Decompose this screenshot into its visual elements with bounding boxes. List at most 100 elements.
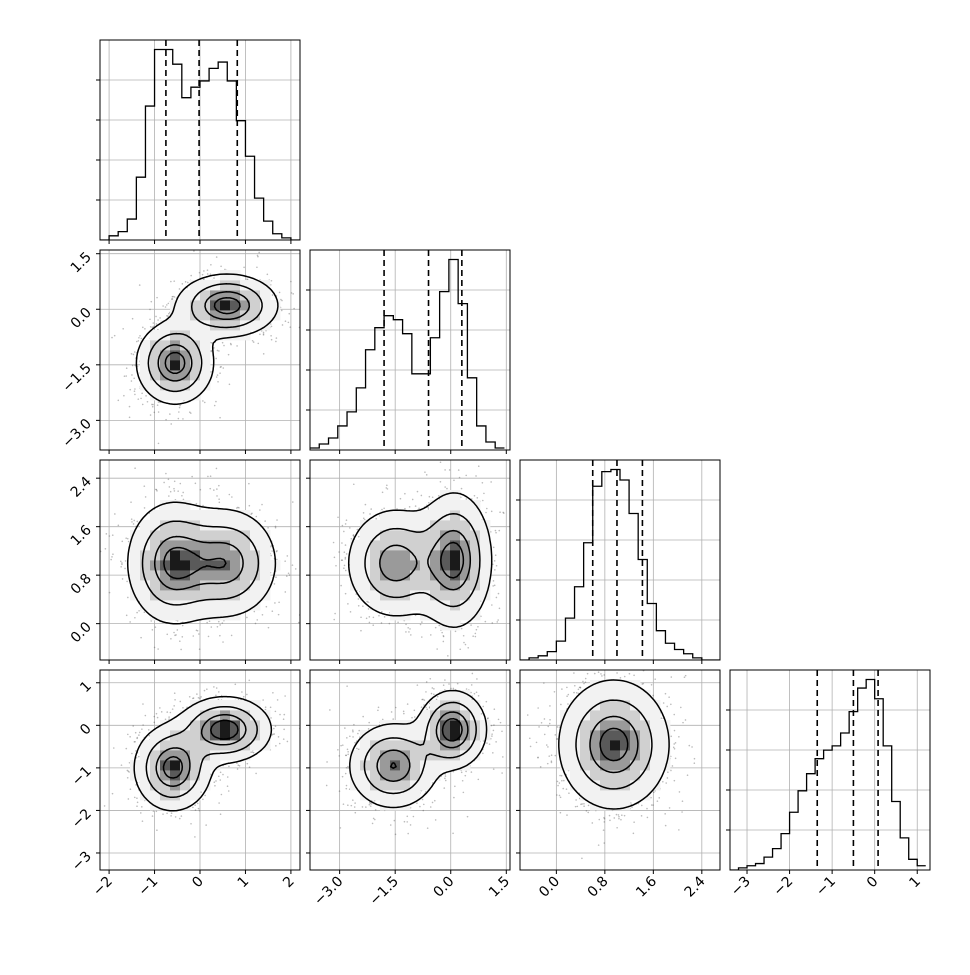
density-cell: [140, 520, 150, 530]
scatter-point: [270, 335, 272, 337]
density-cell: [250, 290, 260, 300]
density-cell: [140, 560, 150, 570]
density-cell: [180, 510, 190, 520]
scatter-point: [151, 404, 153, 406]
scatter-point: [267, 527, 269, 529]
scatter-point: [222, 774, 224, 776]
scatter-point: [275, 526, 277, 528]
scatter-point: [214, 405, 216, 407]
scatter-point: [292, 501, 294, 503]
scatter-point: [149, 318, 151, 320]
scatter-point: [165, 473, 167, 475]
scatter-point: [365, 504, 367, 506]
density-cell: [190, 750, 200, 760]
scatter-point: [123, 395, 125, 397]
scatter-point: [215, 401, 217, 403]
scatter-point: [444, 486, 446, 488]
scatter-point: [216, 376, 218, 378]
density-cell: [220, 320, 230, 330]
scatter-point: [150, 301, 152, 303]
density-cell: [170, 360, 180, 370]
scatter-point: [141, 393, 143, 395]
scatter-point: [200, 791, 202, 793]
scatter-point: [253, 611, 255, 613]
scatter-point: [172, 298, 174, 300]
scatter-point: [180, 649, 182, 651]
scatter-point: [218, 621, 220, 623]
scatter-point: [113, 747, 115, 749]
scatter-point: [112, 793, 114, 795]
scatter-point: [283, 714, 285, 716]
scatter-point: [243, 696, 245, 698]
scatter-point: [271, 339, 273, 341]
scatter-point: [362, 605, 364, 607]
scatter-point: [127, 770, 129, 772]
scatter-point: [191, 476, 193, 478]
scatter-point: [257, 343, 259, 345]
scatter-point: [138, 337, 140, 339]
density-cell: [210, 520, 220, 530]
scatter-point: [165, 419, 167, 421]
scatter-point: [131, 353, 133, 355]
scatter-point: [286, 575, 288, 577]
density-cell: [240, 600, 250, 610]
density-cell: [210, 570, 220, 580]
scatter-point: [156, 829, 158, 831]
scatter-point: [275, 341, 277, 343]
density-cell: [210, 610, 220, 620]
scatter-point: [267, 274, 269, 276]
scatter-point: [227, 776, 229, 778]
scatter-point: [217, 350, 219, 352]
scatter-point: [210, 475, 212, 477]
scatter-point: [134, 351, 136, 353]
scatter-point: [121, 562, 123, 564]
scatter-point: [181, 815, 183, 817]
scatter-point: [120, 566, 122, 568]
scatter-point: [272, 610, 274, 612]
scatter-point: [261, 504, 263, 506]
density-cell: [210, 540, 220, 550]
scatter-point: [262, 699, 264, 701]
density-cell: [200, 770, 210, 780]
scatter-point: [368, 608, 370, 610]
scatter-point: [478, 465, 480, 467]
scatter-point: [195, 483, 197, 485]
scatter-point: [159, 707, 161, 709]
scatter-point: [156, 323, 158, 325]
scatter-point: [182, 492, 184, 494]
scatter-point: [192, 807, 194, 809]
scatter-point: [216, 468, 218, 470]
scatter-point: [293, 308, 295, 310]
scatter-point: [134, 741, 136, 743]
density-cell: [130, 540, 140, 550]
density-cell: [190, 310, 200, 320]
scatter-point: [278, 614, 280, 616]
scatter-point: [179, 407, 181, 409]
scatter-point: [271, 280, 273, 282]
histogram-2: [520, 460, 720, 660]
scatter-point: [222, 367, 224, 369]
density-cell: [170, 610, 180, 620]
scatter-point: [290, 281, 292, 283]
scatter-point: [209, 488, 211, 490]
density-cell: [200, 530, 210, 540]
scatter-point: [216, 687, 218, 689]
density-cell: [210, 600, 220, 610]
density-cell: [220, 530, 230, 540]
scatter-point: [138, 340, 140, 342]
scatter-point: [136, 612, 138, 614]
density-cell: [200, 600, 210, 610]
density-cell: [260, 290, 270, 300]
scatter-point: [219, 372, 221, 374]
scatter-point: [344, 565, 346, 567]
scatter-point: [421, 621, 423, 623]
scatter-point: [181, 636, 183, 638]
scatter-point: [125, 537, 127, 539]
scatter-point: [182, 418, 184, 420]
density-cell: [130, 550, 140, 560]
scatter-point: [208, 636, 210, 638]
scatter-point: [138, 734, 140, 736]
scatter-point: [132, 725, 134, 727]
scatter-point: [263, 332, 265, 334]
density-cell: [240, 520, 250, 530]
